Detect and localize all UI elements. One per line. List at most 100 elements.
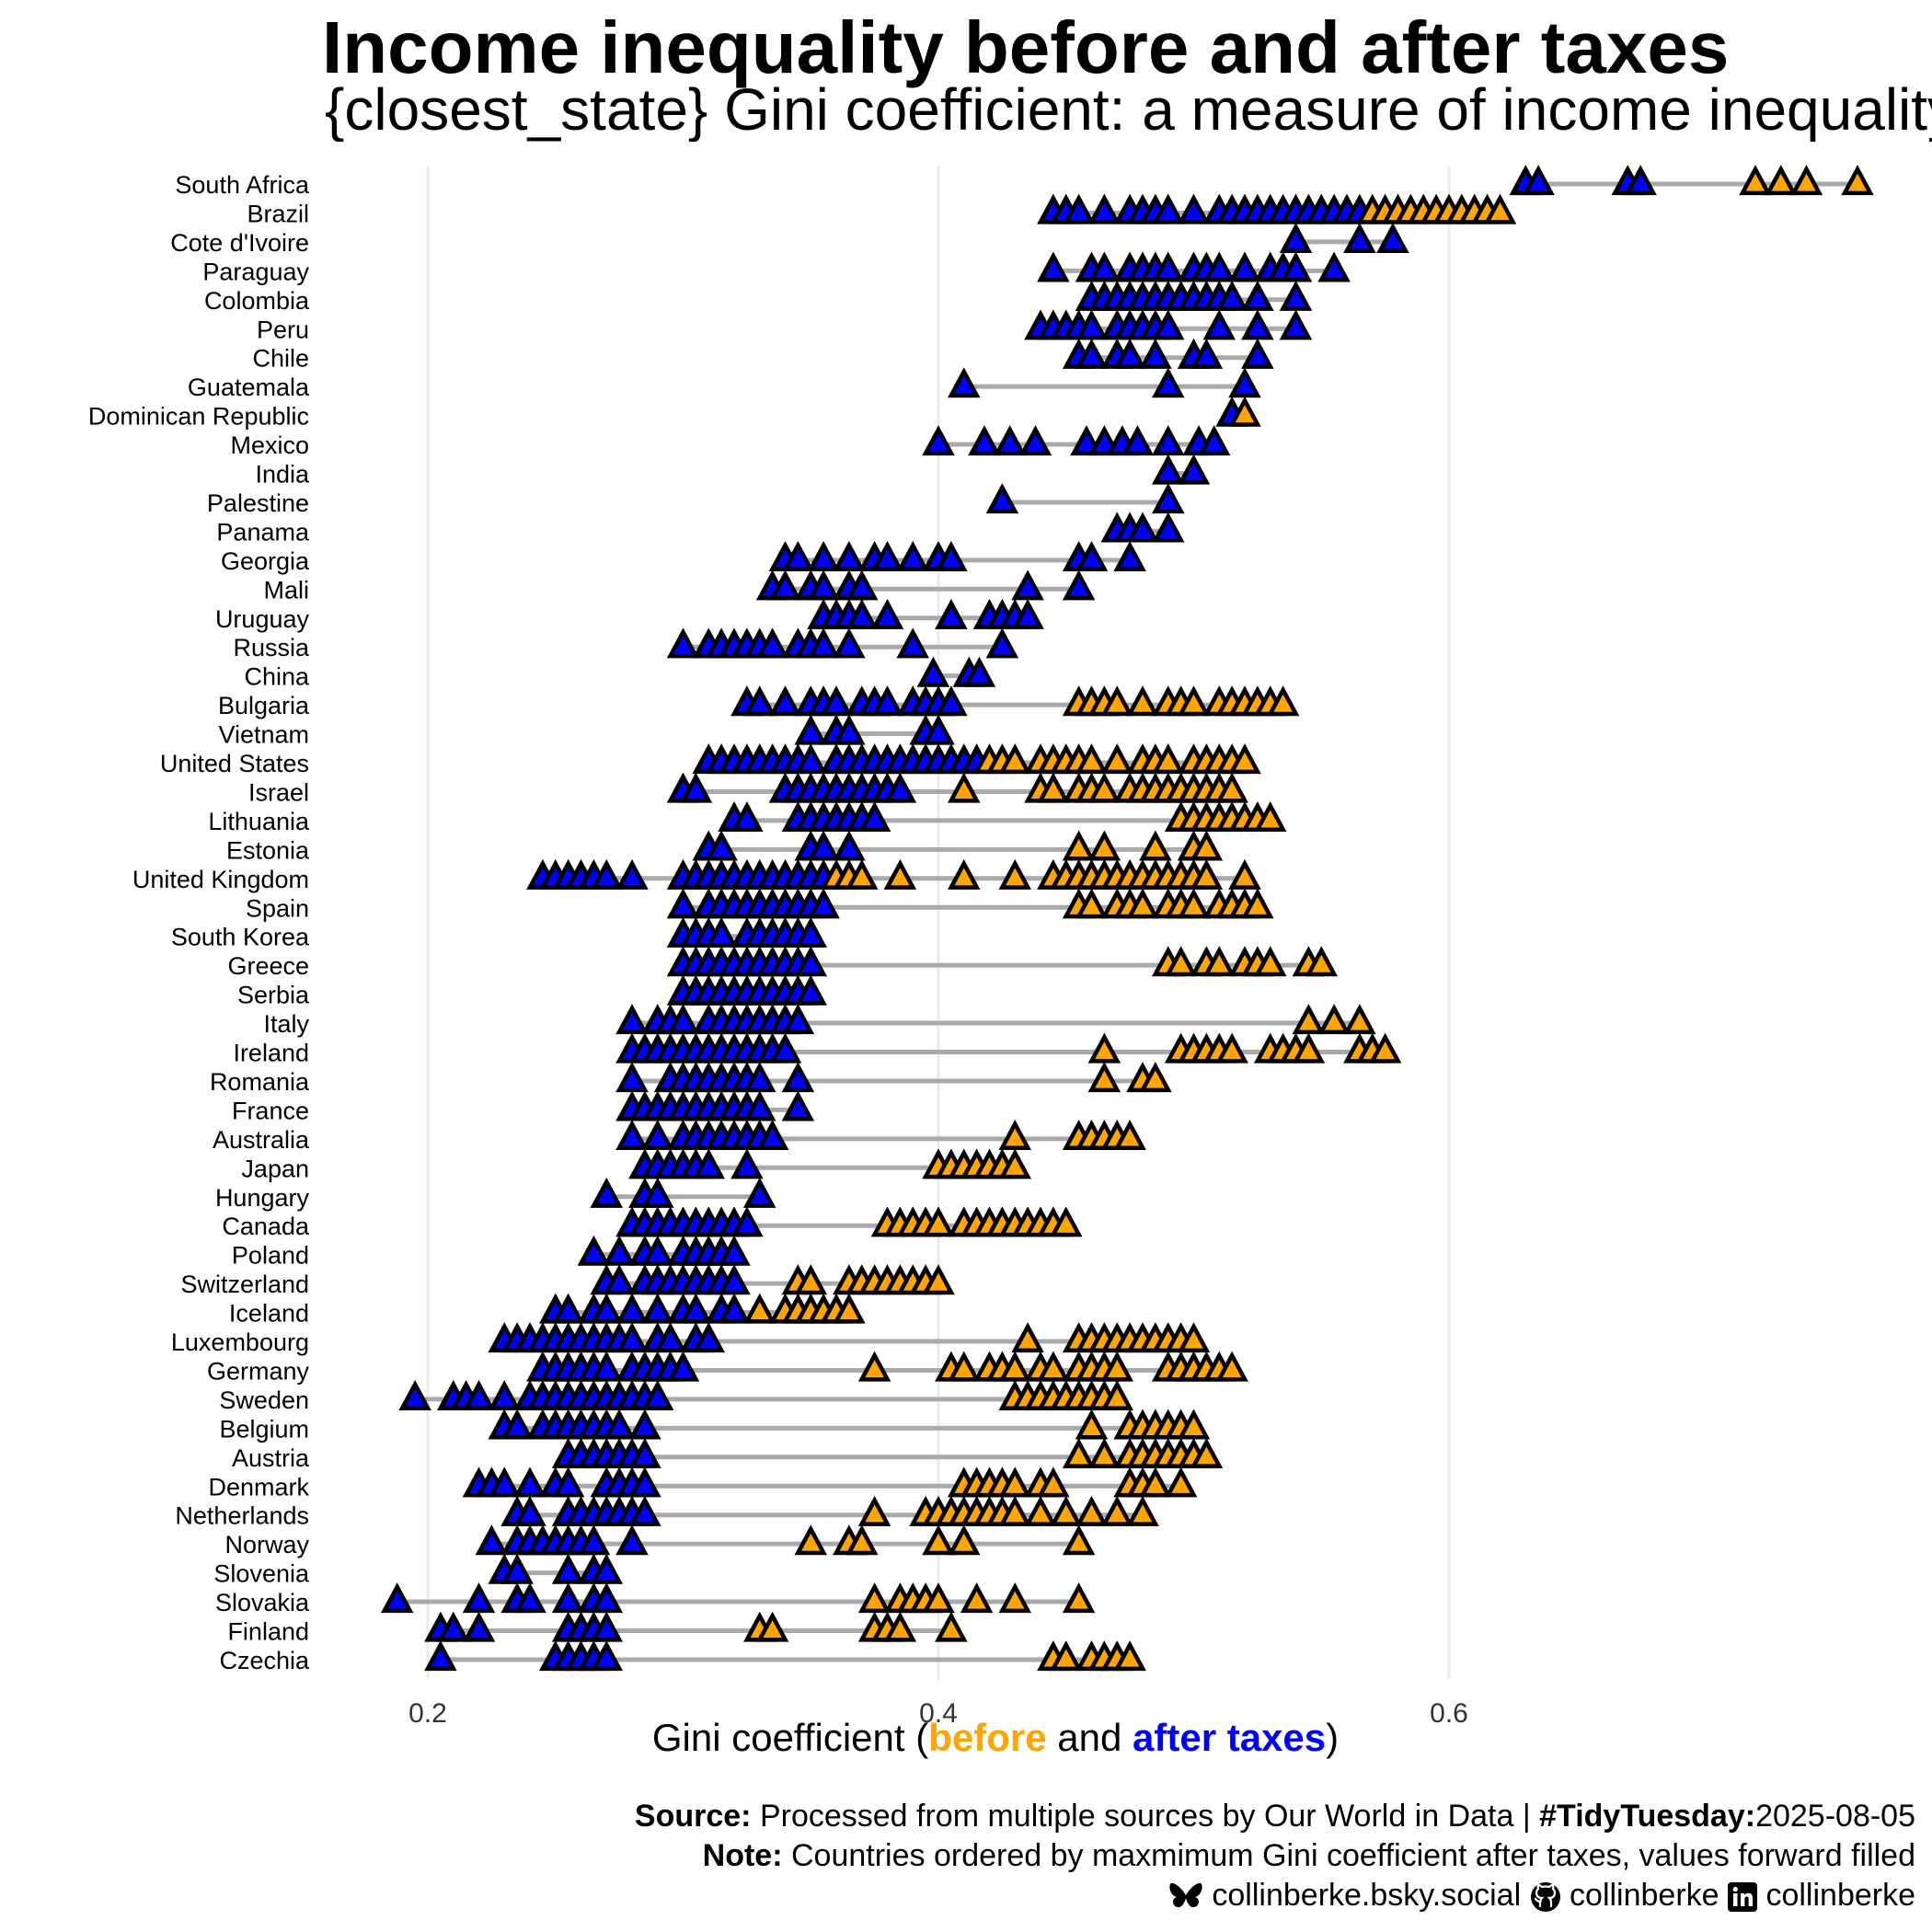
data-point [1087, 251, 1121, 282]
data-point [833, 714, 866, 745]
data-point [755, 1119, 789, 1150]
x-axis-label-after: after taxes [1133, 1716, 1326, 1759]
data-point [993, 425, 1027, 456]
country-label: Mexico [230, 431, 309, 459]
data-point [513, 1582, 546, 1614]
data-point [679, 772, 713, 803]
country-label: Bulgaria [218, 692, 310, 719]
data-point [590, 1611, 624, 1642]
data-point [590, 1351, 624, 1382]
data-point [1062, 1582, 1096, 1614]
data-point [1164, 1466, 1198, 1498]
data-point [1037, 1351, 1070, 1382]
data-point [794, 743, 828, 775]
data-point [1075, 743, 1109, 775]
data-point [883, 1611, 917, 1642]
data-point [1075, 888, 1109, 919]
data-point [883, 772, 917, 803]
data-point [615, 1524, 649, 1556]
bluesky-handle[interactable]: collinberke.bsky.social [1212, 1878, 1522, 1913]
data-point [1011, 1322, 1044, 1353]
note-label: Note: [702, 1838, 783, 1873]
country-label: Germany [207, 1357, 310, 1385]
data-point [998, 1466, 1032, 1498]
data-point [947, 772, 981, 803]
data-point [807, 627, 840, 659]
data-point [1037, 1466, 1070, 1498]
data-point [1126, 685, 1159, 717]
country-label: Georgia [221, 547, 310, 575]
data-point [628, 1495, 661, 1526]
github-handle[interactable]: collinberke [1570, 1878, 1719, 1913]
data-point [1075, 540, 1109, 571]
data-point [500, 1409, 534, 1440]
country-label: Cote d'Ivoire [170, 229, 309, 257]
data-point [807, 540, 840, 571]
data-point [1113, 1640, 1146, 1672]
data-point [436, 1611, 470, 1642]
data-point [1087, 1032, 1121, 1064]
chart-subtitle: {closest_state} Gini coefficient: a meas… [325, 77, 1932, 143]
country-label: Switzerland [180, 1271, 309, 1298]
data-point [1139, 1062, 1172, 1093]
data-point [1100, 743, 1134, 775]
data-point [1190, 338, 1224, 369]
data-point [896, 627, 930, 659]
country-label: India [255, 461, 310, 489]
country-label: Poland [232, 1242, 309, 1270]
data-point [628, 1409, 661, 1440]
data-point [653, 1322, 687, 1353]
country-label: Canada [222, 1213, 310, 1240]
data-point [615, 858, 649, 890]
data-point [1241, 280, 1274, 311]
data-point [1075, 1409, 1109, 1440]
linkedin-handle[interactable]: collinberke [1765, 1878, 1915, 1913]
country-label: Dominican Republic [88, 403, 309, 431]
caption-source: Source: Processed from multiple sources … [635, 1799, 1915, 1834]
data-point [1113, 540, 1146, 571]
data-point [742, 685, 776, 717]
data-point [679, 1293, 713, 1324]
data-point [1483, 193, 1517, 224]
data-point [1177, 454, 1211, 485]
data-point [666, 1351, 700, 1382]
data-point [947, 1524, 981, 1556]
x-tick-label: 0.6 [1430, 1698, 1468, 1729]
country-label: Hungary [215, 1184, 310, 1212]
data-point [615, 1004, 649, 1035]
data-point [1126, 1495, 1159, 1526]
data-point [833, 1293, 866, 1324]
data-point [603, 1409, 636, 1440]
country-label: South Korea [171, 924, 310, 951]
data-point [1151, 512, 1185, 543]
data-point [615, 1322, 649, 1353]
data-point [820, 685, 853, 717]
data-point [615, 1119, 649, 1150]
data-point [1841, 165, 1874, 196]
country-label: Belgium [219, 1415, 309, 1443]
country-label: Paraguay [202, 258, 309, 285]
data-point [794, 946, 828, 977]
data-point [1037, 772, 1070, 803]
data-point [718, 1235, 751, 1266]
country-label: Netherlands [175, 1502, 309, 1530]
data-point [1253, 946, 1287, 977]
data-point [1177, 888, 1211, 919]
data-point [1037, 251, 1070, 282]
country-label: Finland [227, 1618, 309, 1646]
country-label: Guatemala [188, 374, 310, 401]
x-axis-label-before: before [928, 1716, 1046, 1759]
data-point [960, 1582, 994, 1614]
data-point [1087, 772, 1121, 803]
data-point [1139, 338, 1172, 369]
country-label: Spain [246, 894, 309, 922]
data-point [1739, 165, 1772, 196]
country-label: Panama [216, 518, 310, 546]
data-point [1049, 1206, 1083, 1237]
data-point [1279, 223, 1313, 254]
data-point [1368, 1032, 1402, 1064]
data-point [640, 1293, 674, 1324]
data-point [1228, 251, 1261, 282]
country-label: Serbia [237, 982, 310, 1009]
